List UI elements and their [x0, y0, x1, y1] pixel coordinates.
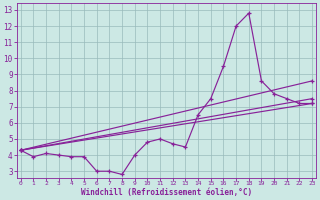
X-axis label: Windchill (Refroidissement éolien,°C): Windchill (Refroidissement éolien,°C) [81, 188, 252, 197]
